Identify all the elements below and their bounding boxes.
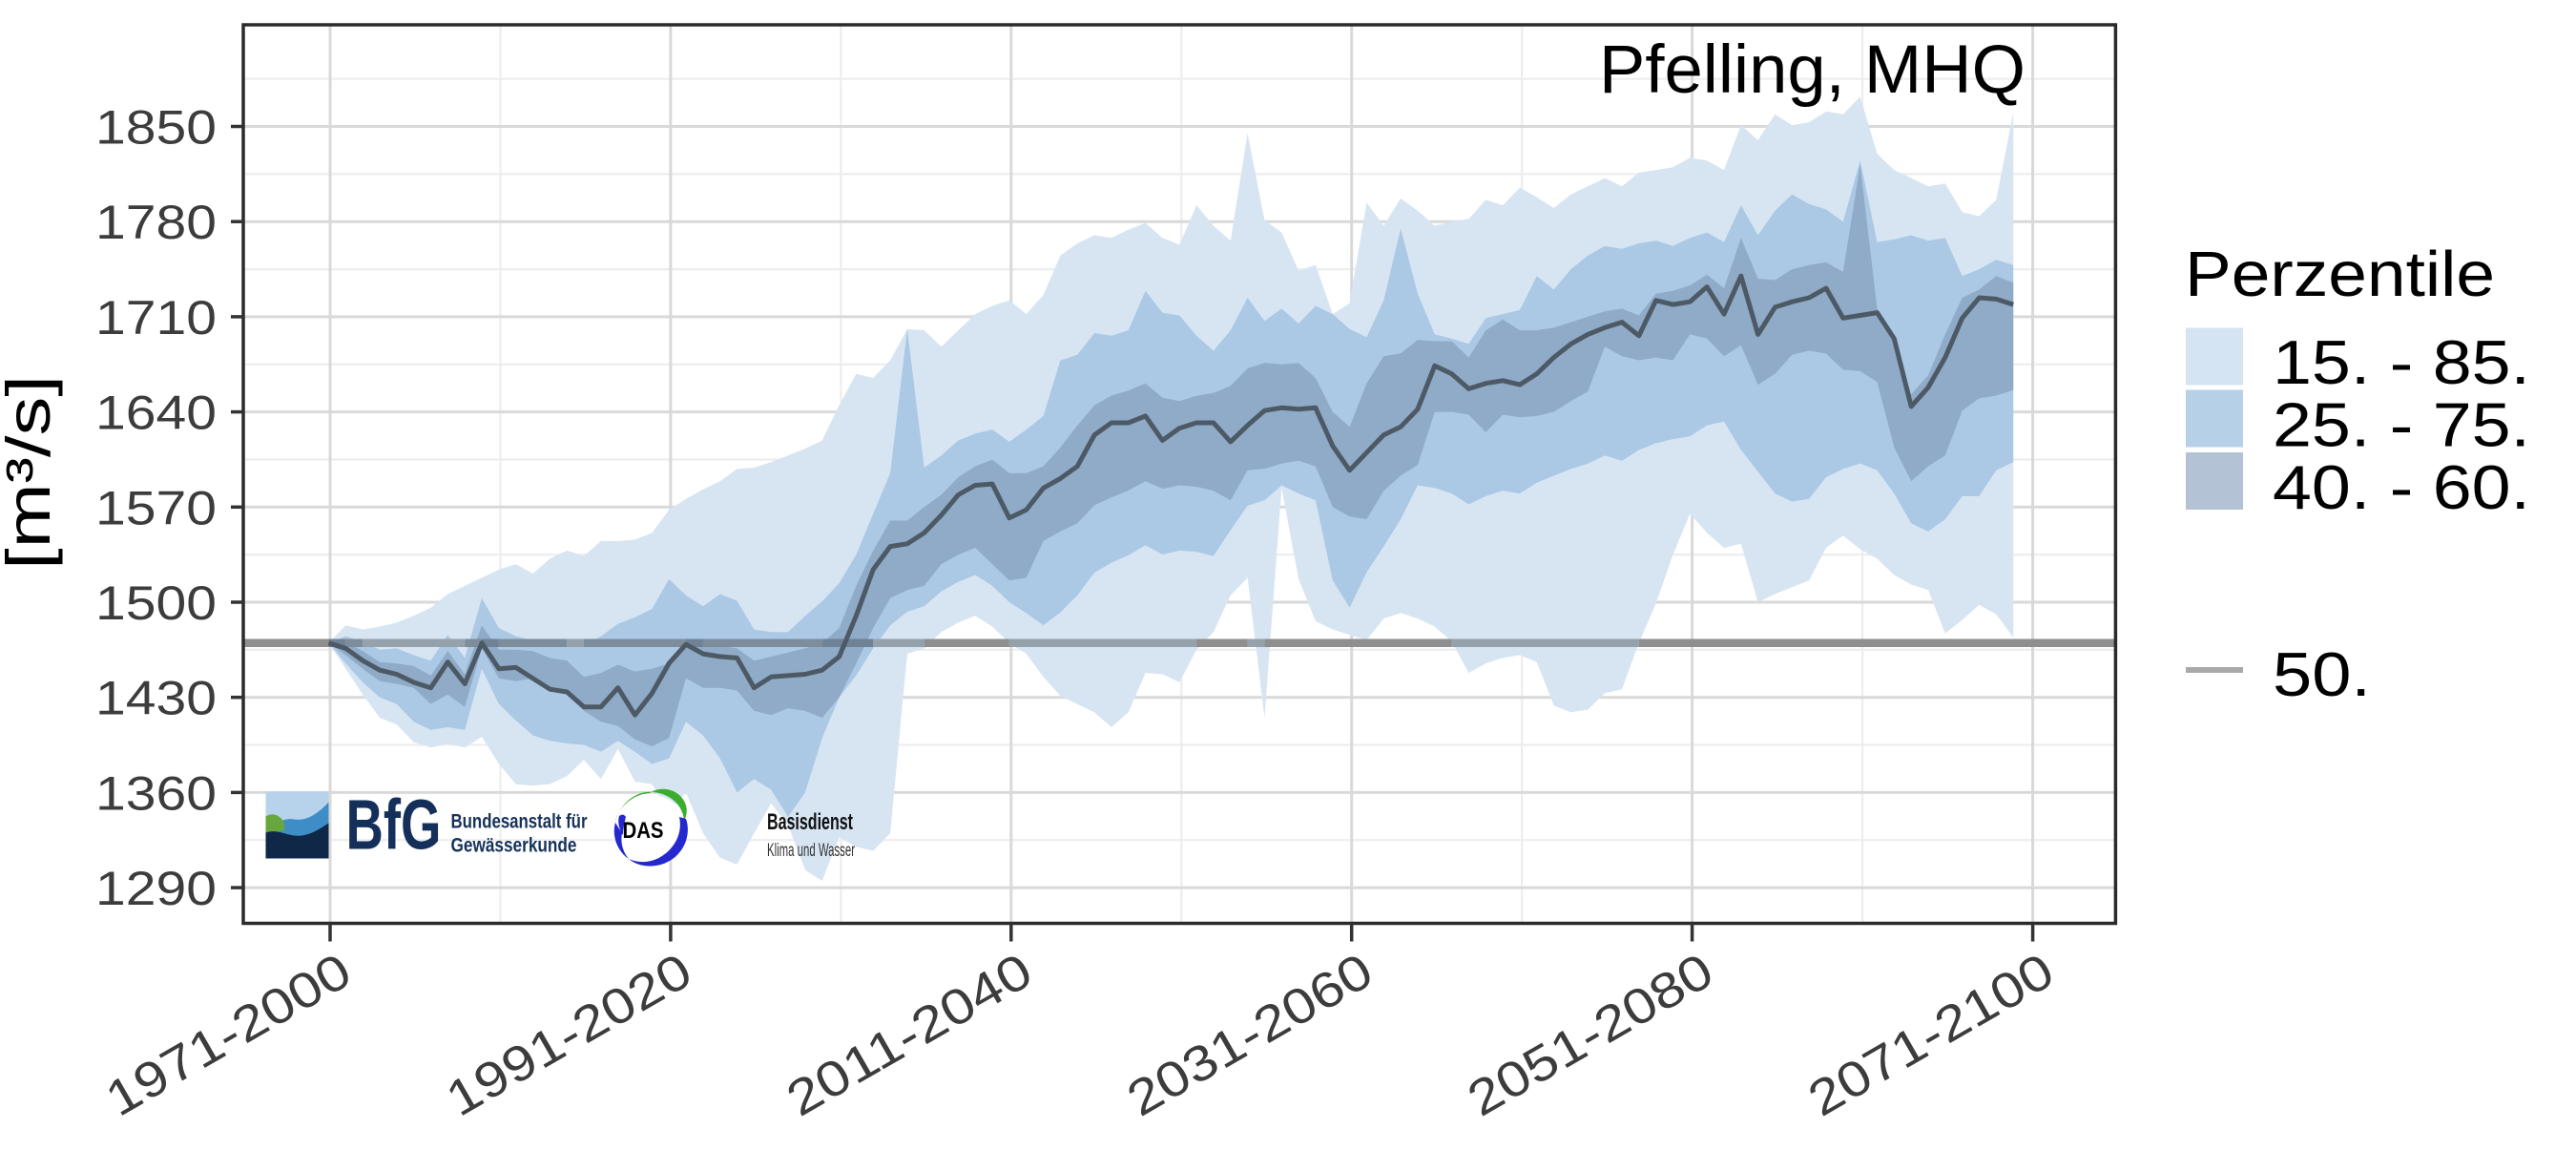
svg-text:BfG: BfG <box>346 785 442 865</box>
svg-text:Basisdienst: Basisdienst <box>767 809 853 835</box>
svg-text:1500: 1500 <box>95 576 217 630</box>
svg-text:1570: 1570 <box>95 481 217 534</box>
svg-text:DAS: DAS <box>623 818 664 844</box>
svg-text:Pfelling, MHQ: Pfelling, MHQ <box>1599 32 2025 108</box>
svg-text:15. - 85.: 15. - 85. <box>2273 327 2530 397</box>
svg-text:1850: 1850 <box>95 101 217 155</box>
svg-text:Perzentile: Perzentile <box>2185 239 2495 310</box>
svg-text:[m³/s]: [m³/s] <box>0 375 63 570</box>
svg-text:1290: 1290 <box>95 862 217 915</box>
svg-text:Bundesanstalt für: Bundesanstalt für <box>451 810 588 833</box>
svg-text:50.: 50. <box>2273 639 2371 709</box>
svg-text:Gewässerkunde: Gewässerkunde <box>451 834 577 857</box>
svg-text:1710: 1710 <box>95 291 217 345</box>
svg-text:1780: 1780 <box>95 196 217 249</box>
svg-text:1430: 1430 <box>95 672 217 725</box>
svg-text:40. - 60.: 40. - 60. <box>2273 452 2530 522</box>
svg-text:1640: 1640 <box>95 387 217 440</box>
svg-text:1360: 1360 <box>95 766 217 820</box>
svg-text:25. - 75.: 25. - 75. <box>2273 390 2530 460</box>
svg-text:Klima und Wasser: Klima und Wasser <box>767 841 855 861</box>
